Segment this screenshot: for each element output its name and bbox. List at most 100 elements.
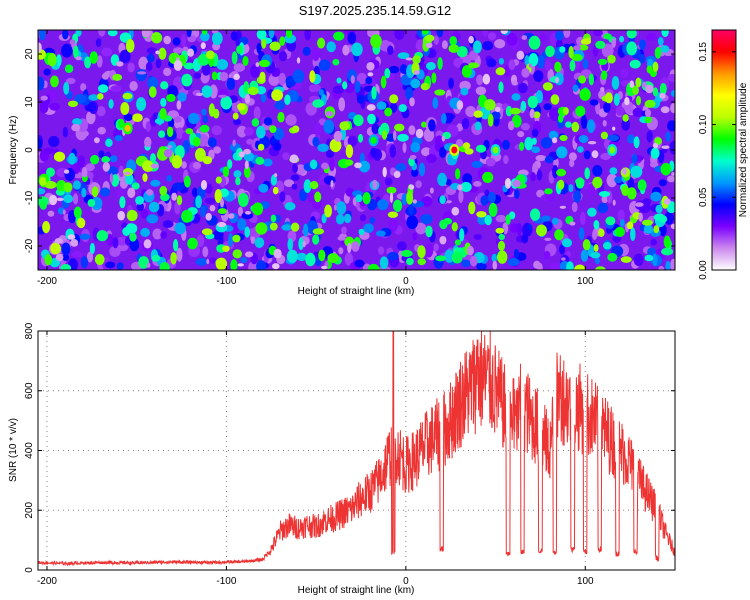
heatmap-cell (215, 257, 228, 270)
heatmap-cell (125, 223, 138, 234)
heatmap-hotspot (492, 146, 499, 154)
heatmap-cell (408, 125, 416, 135)
heatmap-cell (544, 237, 552, 241)
heatmap-cell (43, 147, 55, 155)
heatmap-cell (244, 94, 251, 104)
heatmap-cell (646, 65, 653, 74)
heatmap-cell (233, 73, 240, 80)
y-tick-label: -20 (24, 238, 35, 253)
heatmap-cell (444, 249, 454, 263)
heatmap-cell (632, 107, 644, 117)
heatmap-cell (473, 181, 482, 187)
heatmap-cell (94, 254, 105, 265)
heatmap-cell (401, 193, 408, 206)
heatmap-cell (208, 257, 218, 264)
heatmap-cell (598, 228, 605, 237)
heatmap-cell (174, 116, 182, 123)
heatmap-cell (220, 198, 224, 208)
heatmap-cell (123, 113, 133, 122)
heatmap-cell (131, 182, 140, 190)
heatmap-cell (135, 196, 145, 205)
heatmap-cell (68, 100, 78, 108)
heatmap-cell (371, 123, 380, 135)
heatmap-cell (173, 239, 179, 252)
heatmap-cell (561, 238, 573, 248)
heatmap-cell (42, 221, 51, 234)
heatmap-cell (344, 159, 354, 166)
colorbar: 0.00 0.05 0.10 0.15 Normalized spectral amp… (698, 29, 749, 280)
heatmap-cell (195, 147, 206, 162)
heatmap-cell (466, 245, 474, 256)
heatmap-cell (376, 101, 387, 110)
heatmap-cell (654, 47, 662, 59)
heatmap-cell (413, 70, 420, 75)
heatmap-cell (122, 92, 133, 100)
heatmap-cell (172, 182, 185, 192)
heatmap-cell (387, 252, 399, 261)
heatmap-cell (279, 191, 286, 203)
heatmap-cell (141, 30, 151, 38)
heatmap-cell (619, 219, 625, 228)
heatmap-cell (88, 94, 99, 101)
heatmap-cell (105, 138, 113, 147)
heatmap-cell (252, 202, 264, 216)
heatmap-cell (163, 148, 173, 158)
heatmap-cell (540, 137, 553, 149)
heatmap-cell (232, 234, 241, 243)
heatmap-cell (428, 119, 436, 132)
heatmap-cell (236, 125, 248, 138)
x-tick-label: 0 (403, 276, 409, 287)
heatmap-cell (410, 78, 421, 89)
heatmap-cell (307, 189, 314, 203)
heatmap-x-ticks: -200 -100 0 100 (37, 30, 594, 287)
heatmap-cell (272, 142, 282, 151)
heatmap-cell (259, 71, 266, 83)
heatmap-cell (342, 44, 350, 56)
heatmap-cell (409, 97, 415, 107)
heatmap-cell (451, 206, 460, 216)
heatmap-cell (645, 33, 657, 41)
heatmap-cell (151, 254, 161, 262)
heatmap-cell (498, 57, 504, 65)
heatmap-cell (513, 248, 519, 259)
heatmap-cell (333, 204, 337, 211)
heatmap-cell (543, 250, 551, 260)
heatmap-cell (473, 234, 483, 240)
heatmap-cell (196, 234, 205, 247)
heatmap-cell (90, 154, 100, 165)
heatmap-cell (238, 151, 245, 158)
heatmap-cell (437, 57, 443, 70)
heatmap-cell (68, 152, 76, 165)
heatmap-cell (530, 172, 536, 182)
heatmap-cell (296, 252, 307, 262)
heatmap-cell (96, 106, 106, 117)
heatmap-cell (619, 35, 625, 43)
heatmap-cell (667, 120, 675, 132)
heatmap-cell (146, 214, 159, 224)
heatmap-cell (473, 40, 482, 54)
heatmap-cell (118, 165, 125, 178)
heatmap-cell (228, 213, 235, 219)
heatmap-cell (124, 171, 131, 175)
heatmap-cell (482, 171, 494, 183)
heatmap-cell (600, 87, 605, 92)
heatmap-cell (354, 80, 361, 93)
heatmap-cell (612, 199, 616, 206)
heatmap-cell (579, 211, 586, 226)
heatmap-cell (406, 215, 419, 230)
heatmap-cell (163, 67, 172, 77)
heatmap-cell (536, 224, 547, 237)
heatmap-cell (644, 254, 654, 262)
heatmap-cell (202, 115, 208, 124)
heatmap-cell (582, 239, 591, 251)
heatmap-cell (273, 248, 282, 259)
heatmap-cell (659, 83, 667, 96)
heatmap-cell (356, 72, 367, 85)
heatmap-cell (516, 50, 525, 60)
heatmap-cell (460, 87, 469, 96)
heatmap-cell (669, 140, 675, 155)
heatmap-cell (181, 131, 190, 143)
heatmap-cell (389, 192, 394, 204)
heatmap-cell (607, 134, 619, 142)
heatmap-cell (79, 233, 91, 240)
